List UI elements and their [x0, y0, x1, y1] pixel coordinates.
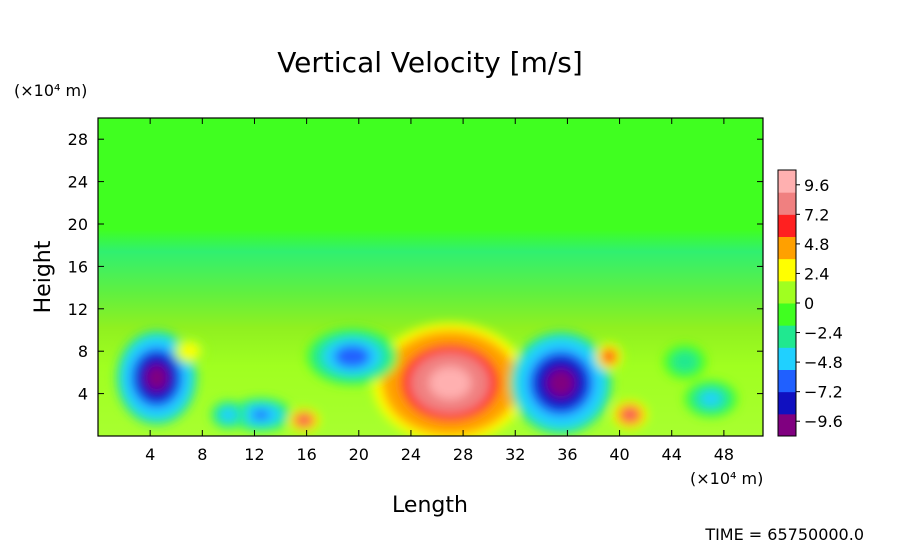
colorbar: 9.6 7.2 4.8 2.4 0 −2.4 −4.8 −7.2 −9.6	[777, 169, 843, 437]
field-contour	[252, 410, 270, 420]
colorbar-segment	[778, 258, 796, 282]
colorbar-tick-label: 9.6	[804, 176, 829, 195]
x-axis: 4 8 12 16 20 24 28 32 36 40 44 48	[145, 118, 734, 464]
y-axis-label: Height	[31, 240, 56, 313]
colorbar-segment	[778, 303, 796, 326]
colorbar-tick-label: 4.8	[804, 235, 829, 254]
field-features	[116, 322, 738, 436]
colorbar-segment	[778, 325, 796, 348]
colorbar-segment	[778, 214, 796, 237]
x-tick-label: 44	[662, 445, 682, 464]
y-unit-label: (×10⁴ m)	[14, 81, 87, 100]
x-tick-label: 40	[609, 445, 629, 464]
field-feature	[306, 327, 399, 386]
field-feature	[372, 322, 528, 436]
field-contour	[625, 410, 635, 419]
y-axis: 4 8 12 16 20 24 28	[68, 130, 763, 404]
plot-frame	[97, 117, 764, 437]
x-tick-label: 4	[145, 445, 155, 464]
field-contour	[605, 352, 613, 361]
colorbar-segment	[778, 413, 796, 437]
x-tick-label: 16	[296, 445, 316, 464]
velocity-field	[116, 322, 738, 436]
colorbar-tick-label: −2.4	[804, 324, 843, 343]
x-tick-label: 20	[349, 445, 369, 464]
y-tick-label: 8	[78, 342, 88, 361]
y-tick-label: 16	[68, 257, 88, 276]
field-contour	[547, 369, 575, 397]
field-feature	[509, 331, 612, 435]
field-contour	[339, 348, 365, 365]
colorbar-segment	[778, 236, 796, 260]
field-feature	[612, 400, 648, 430]
colorbar-tick-label: 7.2	[804, 205, 829, 224]
colorbar-segment	[778, 347, 796, 370]
x-tick-label: 8	[197, 445, 207, 464]
y-tick-label: 4	[78, 385, 88, 404]
field-feature	[210, 400, 246, 430]
field-contour	[223, 410, 234, 419]
colorbar-segment	[778, 170, 796, 193]
colorbar-segment	[778, 369, 796, 393]
time-label: TIME = 65750000.0	[704, 525, 864, 544]
y-tick-label: 20	[68, 215, 88, 234]
colorbar-tick-label: −7.2	[804, 383, 843, 402]
colorbar-tick-label: −9.6	[804, 412, 843, 431]
field-feature	[663, 344, 706, 379]
x-tick-label: 36	[557, 445, 577, 464]
x-tick-label: 48	[714, 445, 734, 464]
field-feature	[229, 397, 293, 432]
field-contour	[299, 416, 309, 424]
x-axis-label: Length	[392, 493, 468, 518]
x-unit-label: (×10⁴ m)	[690, 469, 763, 488]
colorbar-segment	[778, 280, 796, 304]
colorbar-segment	[778, 192, 796, 215]
field-contour	[145, 364, 168, 391]
y-tick-label: 24	[68, 173, 88, 192]
colorbar-tick-label: −4.8	[804, 353, 843, 372]
x-tick-label: 24	[401, 445, 421, 464]
field-feature	[595, 342, 624, 371]
colorbar-tick-label: 2.4	[804, 264, 829, 283]
field-contour	[679, 357, 691, 367]
x-tick-label: 12	[244, 445, 264, 464]
field-contour	[703, 393, 719, 404]
chart-title: Vertical Velocity [m/s]	[277, 46, 583, 79]
colorbar-tick-label: 0	[804, 294, 814, 313]
field-feature	[288, 408, 320, 432]
field-feature	[684, 380, 738, 418]
field-contour	[184, 347, 194, 355]
field-feature	[116, 330, 198, 425]
x-tick-label: 28	[453, 445, 473, 464]
y-tick-label: 28	[68, 130, 88, 149]
y-tick-label: 12	[68, 300, 88, 319]
colorbar-segment	[778, 391, 796, 415]
field-contour	[429, 366, 472, 400]
field-feature	[173, 338, 206, 365]
x-tick-label: 32	[505, 445, 525, 464]
